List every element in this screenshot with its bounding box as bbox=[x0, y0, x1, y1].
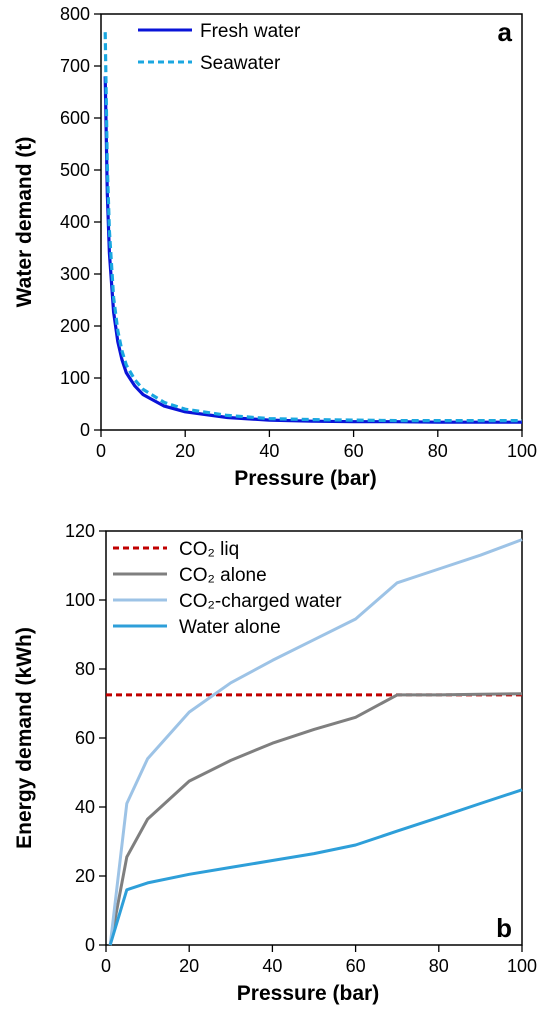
y-tick-label: 40 bbox=[75, 797, 95, 817]
y-tick-label: 200 bbox=[60, 316, 90, 336]
y-tick-label: 100 bbox=[65, 590, 95, 610]
legend-label: Seawater bbox=[200, 53, 281, 74]
panel-letter: a bbox=[498, 17, 513, 47]
legend-label: Water alone bbox=[179, 617, 281, 638]
panel-letter: b bbox=[496, 913, 512, 943]
y-tick-label: 0 bbox=[80, 420, 90, 440]
y-tick-label: 120 bbox=[65, 521, 95, 541]
x-tick-label: 100 bbox=[507, 441, 537, 461]
y-tick-label: 800 bbox=[60, 4, 90, 24]
x-tick-label: 60 bbox=[346, 956, 366, 976]
series-line-3 bbox=[108, 788, 523, 946]
y-axis-title: Energy demand (kWh) bbox=[13, 627, 36, 849]
x-tick-label: 0 bbox=[96, 441, 106, 461]
y-tick-label: 500 bbox=[60, 160, 90, 180]
x-tick-label: 80 bbox=[428, 441, 448, 461]
x-tick-label: 40 bbox=[259, 441, 279, 461]
y-axis-title: Water demand (t) bbox=[13, 137, 36, 308]
y-tick-label: 400 bbox=[60, 212, 90, 232]
x-tick-label: 40 bbox=[262, 956, 282, 976]
chart-panel-a: 0 20 40 60 80 100 0 100 200 300 400 500 600 700 800 Fre… bbox=[13, 4, 537, 490]
y-tick-label: 700 bbox=[60, 56, 90, 76]
series-line-1 bbox=[103, 32, 522, 423]
legend-label: CO₂ liq bbox=[179, 539, 239, 560]
legend-label: Fresh water bbox=[200, 21, 301, 42]
x-tick-label: 60 bbox=[344, 441, 364, 461]
x-axis-title: Pressure (bar) bbox=[234, 467, 376, 490]
y-tick-label: 80 bbox=[75, 659, 95, 679]
y-tick-label: 600 bbox=[60, 108, 90, 128]
series-line-1 bbox=[108, 692, 523, 946]
x-tick-label: 100 bbox=[507, 956, 537, 976]
legend-label: CO₂-charged water bbox=[179, 591, 342, 612]
chart-panel-b: 0 20 40 60 80 100 0 20 40 60 80 100 120 CO₂ liq CO₂ al… bbox=[13, 521, 537, 1005]
legend-label: CO₂ alone bbox=[179, 565, 267, 586]
y-tick-label: 100 bbox=[60, 368, 90, 388]
x-tick-label: 0 bbox=[101, 956, 111, 976]
y-tick-label: 60 bbox=[75, 728, 95, 748]
series-line-0 bbox=[103, 76, 522, 424]
x-axis-title: Pressure (bar) bbox=[237, 982, 379, 1005]
y-tick-label: 300 bbox=[60, 264, 90, 284]
plot-frame bbox=[100, 13, 523, 431]
x-tick-label: 80 bbox=[429, 956, 449, 976]
x-tick-label: 20 bbox=[175, 441, 195, 461]
y-tick-label: 20 bbox=[75, 866, 95, 886]
x-tick-label: 20 bbox=[179, 956, 199, 976]
series-line-2 bbox=[108, 538, 523, 946]
y-tick-label: 0 bbox=[85, 935, 95, 955]
